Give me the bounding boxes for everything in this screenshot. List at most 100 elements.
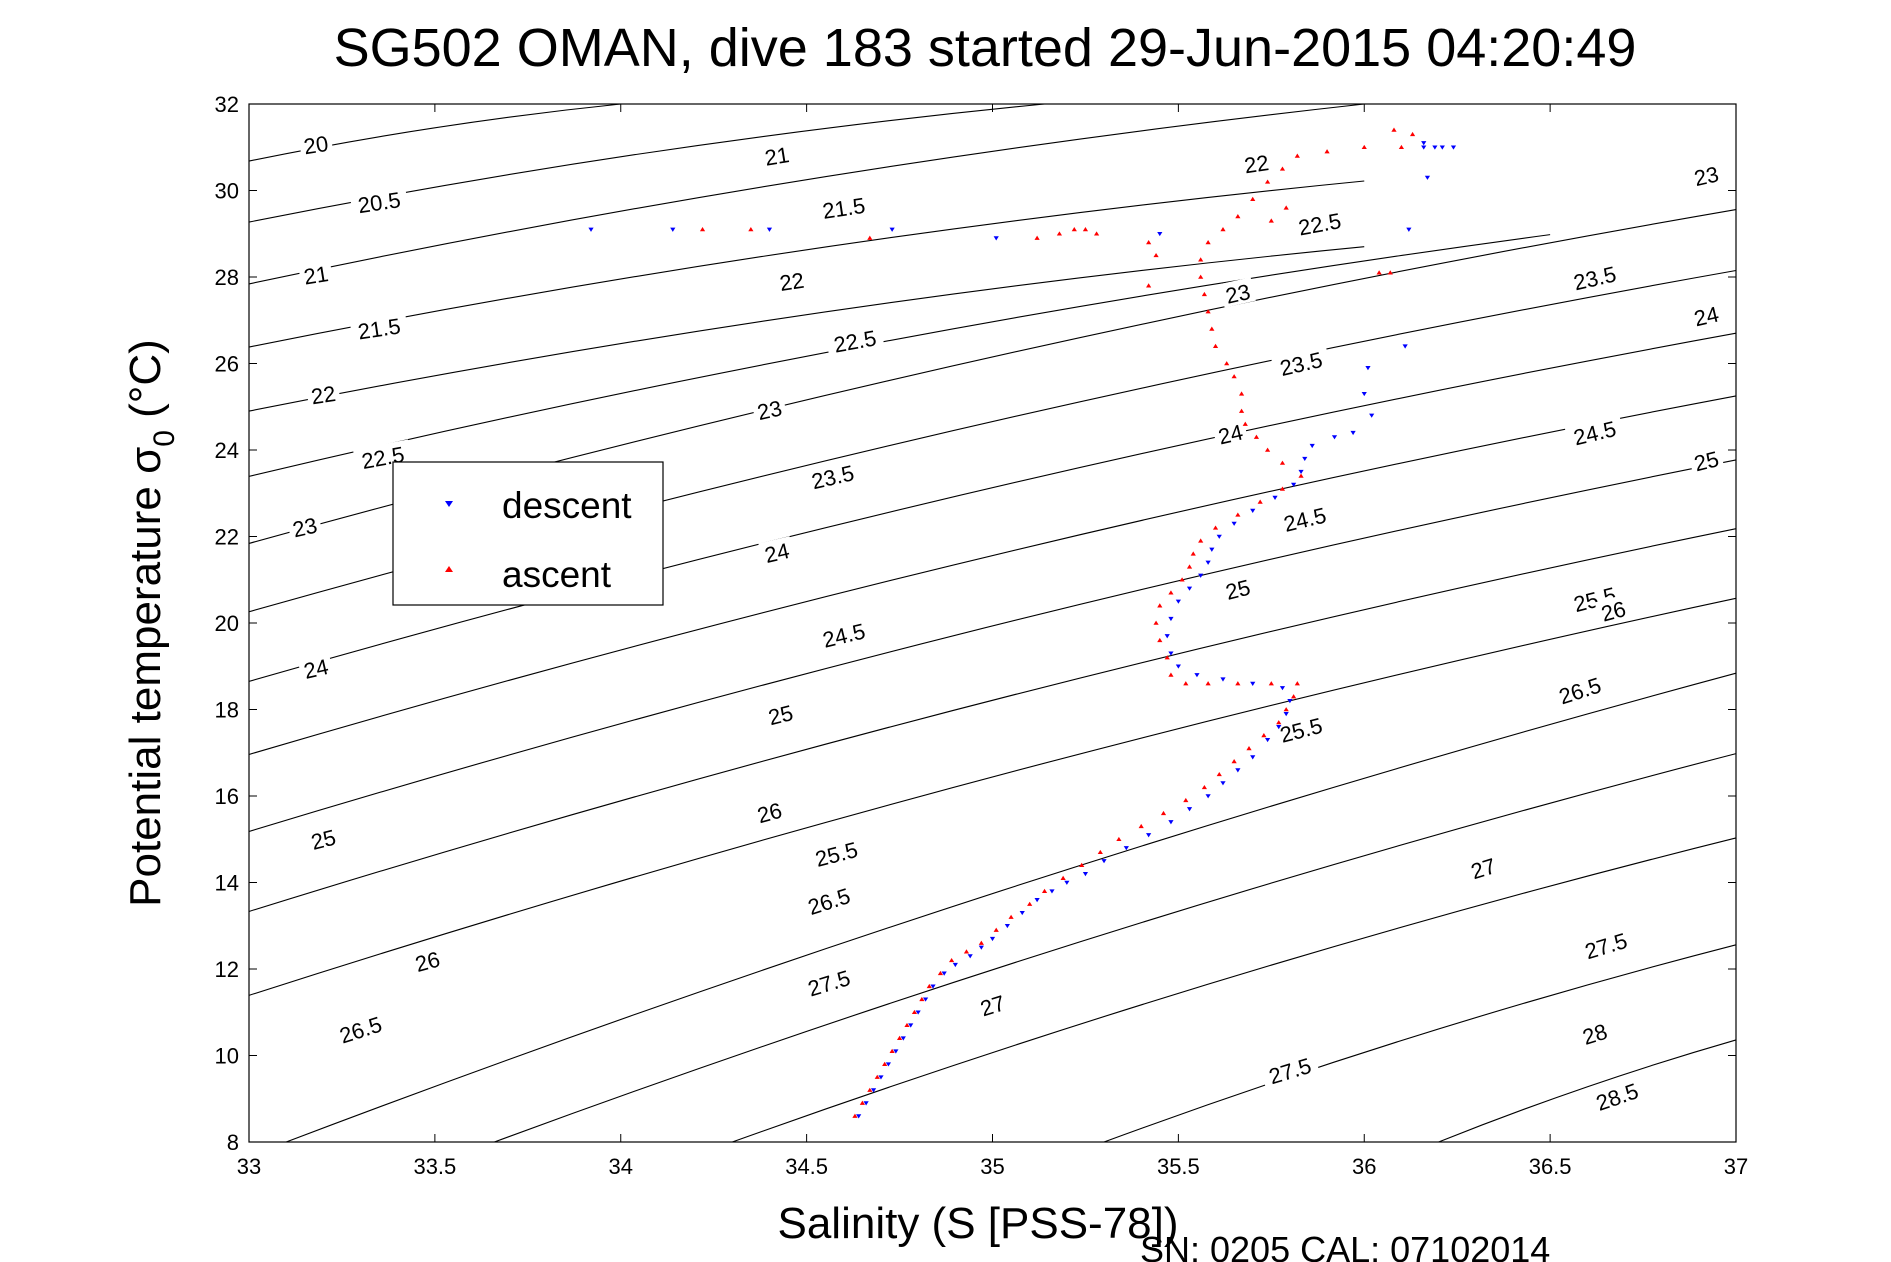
- ascent-point: [949, 957, 955, 963]
- contour-line: [1103, 944, 1737, 1143]
- contour-label: 22: [774, 266, 810, 296]
- contour-line: [248, 103, 621, 162]
- ascent-point: [1235, 214, 1241, 219]
- contour-label-bg: [349, 311, 409, 344]
- x-tick-label: 34.5: [785, 1154, 828, 1179]
- contour-label: 26.5: [1549, 669, 1610, 710]
- contour-line: [248, 459, 1737, 832]
- legend-descent-marker: [445, 501, 453, 507]
- descent-point: [1123, 846, 1129, 851]
- contour-line: [248, 246, 1365, 412]
- contour-label-bg: [814, 190, 874, 223]
- contour-label-bg: [1219, 572, 1257, 604]
- contour-label: 21.5: [349, 311, 409, 344]
- descent-point: [1175, 599, 1181, 604]
- ascent-point: [1153, 620, 1159, 625]
- descent-point: [885, 1062, 892, 1067]
- contour-label-bg: [825, 323, 885, 357]
- contour-label: 23: [1219, 277, 1256, 309]
- contour-line: [732, 837, 1737, 1143]
- ascent-point: [1186, 564, 1193, 569]
- contour-label-text: 24: [762, 538, 792, 568]
- legend: descent ascent: [392, 461, 664, 606]
- x-tick-label: 33.5: [413, 1154, 456, 1179]
- y-tick-label: 10: [215, 1044, 239, 1069]
- contour-line: [248, 332, 1737, 682]
- x-tick-label: 36.5: [1529, 1154, 1572, 1179]
- ascent-point: [1298, 473, 1304, 478]
- contour-label-text: 22: [309, 381, 337, 409]
- ascent-point: [1224, 361, 1230, 366]
- contour-label-bg: [1274, 499, 1335, 537]
- contour-label-bg: [1219, 277, 1256, 308]
- contour-label-text: 21.5: [356, 313, 402, 344]
- contour-label-bg: [813, 615, 874, 653]
- ascent-point: [1253, 434, 1260, 439]
- contour-label: 24: [1687, 299, 1725, 331]
- contour-label-bg: [798, 880, 859, 921]
- ascent-point: [978, 940, 984, 945]
- contour-label-text: 20.5: [356, 187, 402, 218]
- descent-point: [1049, 889, 1055, 894]
- y-tick-label: 26: [215, 352, 239, 377]
- contour-label: 24: [758, 536, 795, 568]
- contour-label-text: 25: [1691, 446, 1721, 476]
- contour-label-bg: [298, 129, 334, 158]
- descent-point: [900, 1036, 906, 1041]
- ascent-point: [889, 1048, 895, 1053]
- descent-point: [1309, 443, 1315, 449]
- ascent-point: [1235, 512, 1241, 517]
- descent-point: [1216, 534, 1222, 539]
- descent-point: [978, 945, 984, 950]
- contour-label-text: 23: [1692, 161, 1721, 191]
- ascent-point: [1216, 771, 1222, 777]
- x-axis-ticks: 33 33.5 34 34.5 35 35.5 36 36.5 37: [237, 104, 1748, 1179]
- ascent-point: [1376, 270, 1382, 275]
- contour-label-bg: [1687, 159, 1725, 191]
- contour-label-bg: [750, 393, 788, 425]
- contour-label: 23: [286, 510, 323, 542]
- ascent-point: [1242, 421, 1248, 426]
- ascent-point: [1246, 746, 1252, 751]
- density-contours: [248, 103, 1737, 1143]
- ascent-point: [1071, 227, 1077, 232]
- contour-label-text: 24: [1692, 301, 1722, 331]
- descent-point: [870, 1088, 877, 1093]
- ascent-point: [1097, 849, 1103, 855]
- descent-point: [1168, 820, 1174, 825]
- y-tick-label: 28: [215, 265, 239, 290]
- descent-point: [1402, 344, 1408, 349]
- y-tick-label: 16: [215, 784, 239, 809]
- descent-point: [1164, 634, 1170, 639]
- ascent-point: [1041, 888, 1048, 893]
- descent-point: [1186, 807, 1193, 812]
- contour-label-bg: [1564, 579, 1625, 617]
- contour-line: [248, 103, 1365, 285]
- ascent-point: [937, 970, 944, 976]
- descent-point: [1279, 686, 1286, 691]
- contour-label-bg: [304, 822, 342, 854]
- descent-point: [1064, 880, 1070, 885]
- ascent-point: [1279, 486, 1286, 491]
- ascent-point: [859, 1100, 865, 1105]
- descent-point: [1101, 859, 1107, 864]
- contour-label-bg: [1270, 344, 1331, 381]
- descent-point: [930, 984, 936, 989]
- ascent-point: [1361, 144, 1367, 150]
- contour-label-bg: [305, 379, 341, 408]
- y-tick-label: 20: [215, 611, 239, 636]
- y-axis-label-sigma: σ: [121, 447, 170, 474]
- contour-label-text: 21.5: [821, 193, 867, 224]
- contour-label-bg: [1594, 594, 1632, 626]
- x-axis-label: Salinity (S [PSS-78]): [777, 1199, 1178, 1248]
- data-series: [588, 127, 1457, 1119]
- contour-label-bg: [1687, 299, 1725, 331]
- ascent-point: [1205, 681, 1211, 686]
- descent-point: [967, 954, 973, 959]
- ascent-point: [852, 1113, 858, 1118]
- descent-point: [1019, 910, 1025, 916]
- descent-point: [1432, 145, 1438, 150]
- contour-label: 22: [305, 379, 341, 409]
- contour-label-bg: [750, 795, 788, 828]
- contour-label: 22: [1238, 148, 1274, 178]
